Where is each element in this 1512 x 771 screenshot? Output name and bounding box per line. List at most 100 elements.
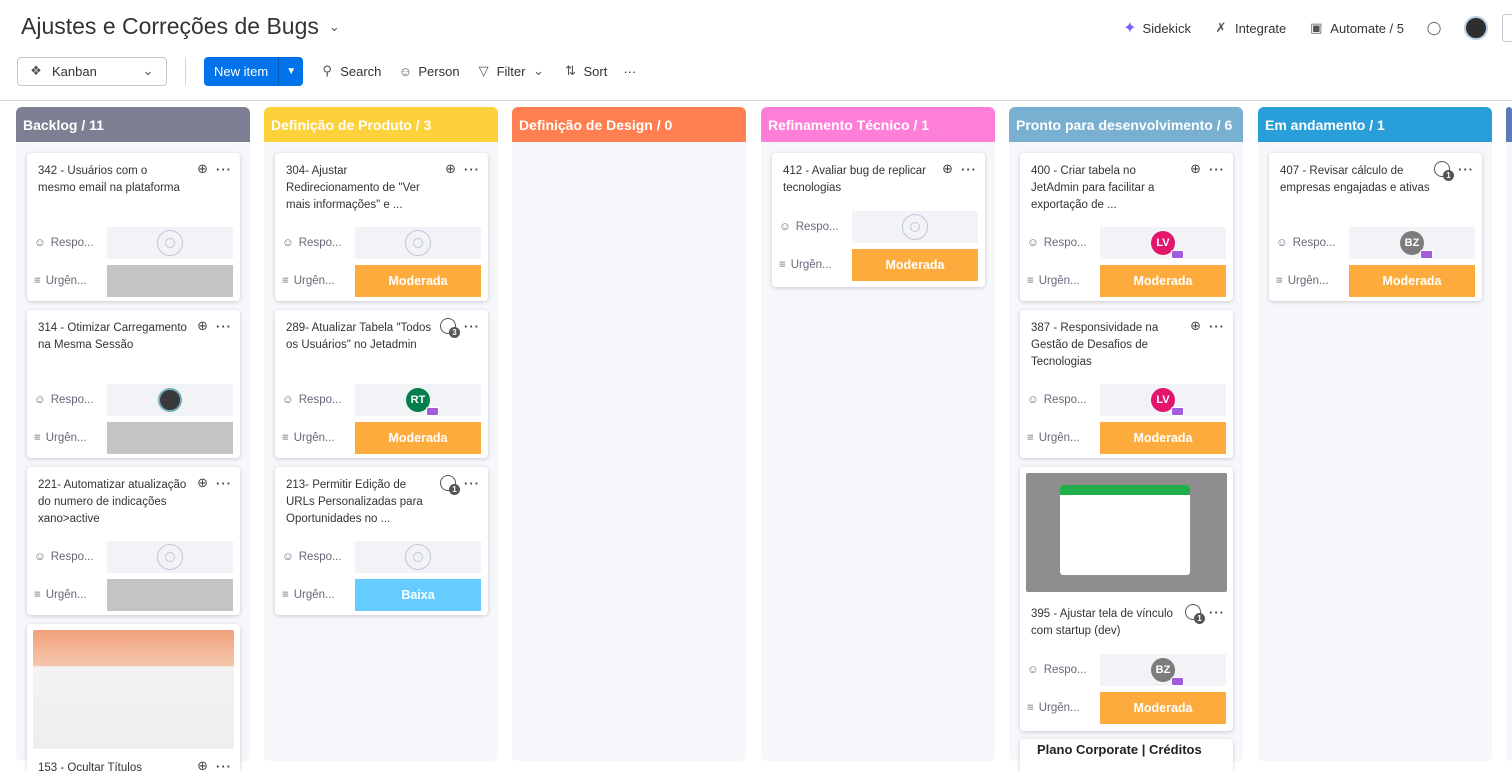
card-title[interactable]: 153 - Ocultar Títulos: [38, 762, 142, 771]
new-item-label[interactable]: New item: [204, 56, 280, 86]
column-header[interactable]: Backlog / 11: [16, 107, 250, 142]
person-filter-button[interactable]: ☺ Person: [397, 64, 460, 79]
column-header[interactable]: Definição de Design / 0: [512, 107, 746, 142]
urgency-cell[interactable]: Moderada: [355, 422, 481, 454]
column-header[interactable]: Pronto para desenvolvimento / 6: [1009, 107, 1243, 142]
card-153[interactable]: 153 - Ocultar Títulos ⊕ ···: [27, 624, 240, 771]
card-title[interactable]: 221- Automatizar atualização do numero d…: [38, 479, 187, 525]
add-update-icon[interactable]: ⊕: [197, 318, 208, 333]
more-icon[interactable]: ···: [216, 318, 232, 334]
automate-button[interactable]: ▣ Automate / 5: [1308, 20, 1404, 36]
comment-icon[interactable]: 3: [440, 318, 460, 338]
card-395[interactable]: 395 - Ajustar tela de vínculo com startu…: [1020, 467, 1233, 731]
card-289[interactable]: 289- Atualizar Tabela "Todos os Usuários…: [275, 310, 488, 458]
more-icon[interactable]: ···: [464, 475, 480, 491]
person-cell[interactable]: [107, 384, 233, 416]
urgency-cell[interactable]: Baixa: [355, 579, 481, 611]
urgency-cell[interactable]: Moderada: [1349, 265, 1475, 297]
card-plano-corporate[interactable]: Plano Corporate | Créditos: [1020, 739, 1233, 771]
card-400[interactable]: 400 - Criar tabela no JetAdmin para faci…: [1020, 153, 1233, 301]
more-icon[interactable]: ···: [216, 475, 232, 491]
card-title[interactable]: 412 - Avaliar bug de replicar tecnologia…: [783, 165, 926, 194]
updates-button[interactable]: ◯: [1426, 20, 1442, 36]
add-update-icon[interactable]: ⊕: [197, 758, 208, 771]
board-title[interactable]: Ajustes e Correções de Bugs ⌄: [21, 13, 340, 40]
urgency-label: ≡ Urgên...: [34, 275, 107, 287]
more-icon[interactable]: ···: [464, 161, 480, 177]
person-icon: ☺: [34, 237, 46, 249]
add-update-icon[interactable]: ⊕: [197, 475, 208, 490]
more-icon[interactable]: ···: [1209, 604, 1225, 620]
comment-icon[interactable]: 1: [440, 475, 460, 495]
card-title[interactable]: 387 - Responsividade na Gestão de Desafi…: [1031, 322, 1159, 368]
more-icon[interactable]: ···: [216, 161, 232, 177]
add-update-icon[interactable]: ⊕: [942, 161, 953, 176]
card-387[interactable]: 387 - Responsividade na Gestão de Desafi…: [1020, 310, 1233, 458]
urgency-cell[interactable]: Moderada: [1100, 422, 1226, 454]
card-407[interactable]: 407 - Revisar cálculo de empresas engaja…: [1269, 153, 1482, 301]
more-options-button[interactable]: ···: [623, 64, 636, 79]
new-item-button[interactable]: New item ▼: [204, 56, 304, 86]
urgency-cell[interactable]: [107, 579, 233, 611]
card-title[interactable]: 342 - Usuários com o mesmo email na plat…: [38, 165, 180, 194]
card-title[interactable]: 314 - Otimizar Carregamento na Mesma Ses…: [38, 322, 187, 351]
more-icon[interactable]: ···: [1458, 161, 1474, 177]
urgency-cell[interactable]: Moderada: [1100, 692, 1226, 724]
column-header[interactable]: Em andamento / 1: [1258, 107, 1492, 142]
person-cell[interactable]: [107, 227, 233, 259]
urgency-cell[interactable]: Moderada: [355, 265, 481, 297]
card-412[interactable]: 412 - Avaliar bug de replicar tecnologia…: [772, 153, 985, 287]
person-cell[interactable]: RT: [355, 384, 481, 416]
person-cell[interactable]: BZ: [1100, 654, 1226, 686]
urgency-cell[interactable]: Moderada: [1100, 265, 1226, 297]
chevron-down-icon[interactable]: ⌄: [328, 18, 340, 34]
person-cell[interactable]: [852, 211, 978, 243]
card-image[interactable]: [33, 630, 234, 749]
card-title[interactable]: 400 - Criar tabela no JetAdmin para faci…: [1031, 165, 1155, 211]
add-update-icon[interactable]: ⊕: [1190, 161, 1201, 176]
card-314[interactable]: 314 - Otimizar Carregamento na Mesma Ses…: [27, 310, 240, 458]
person-cell[interactable]: [355, 227, 481, 259]
card-title[interactable]: 213- Permitir Edição de URLs Personaliza…: [286, 479, 423, 525]
card-304[interactable]: 304- Ajustar Redirecionamento de "Ver ma…: [275, 153, 488, 301]
person-cell[interactable]: LV: [1100, 384, 1226, 416]
card-title[interactable]: 407 - Revisar cálculo de empresas engaja…: [1280, 165, 1430, 194]
column-header[interactable]: Definição de Produto / 3: [264, 107, 498, 142]
add-update-icon[interactable]: ⊕: [445, 161, 456, 176]
more-icon[interactable]: ···: [216, 758, 232, 771]
more-icon[interactable]: ···: [464, 318, 480, 334]
sidekick-button[interactable]: ✦ Sidekick: [1123, 18, 1191, 38]
card-title[interactable]: Plano Corporate | Créditos: [1037, 742, 1202, 757]
integrate-button[interactable]: ✗ Integrate: [1213, 20, 1287, 36]
filter-button[interactable]: ▽ Filter ⌄: [476, 63, 547, 79]
search-button[interactable]: ⚲ Search: [319, 63, 381, 79]
card-342[interactable]: 342 - Usuários com o mesmo email na plat…: [27, 153, 240, 301]
card-title[interactable]: 289- Atualizar Tabela "Todos os Usuários…: [286, 322, 432, 351]
add-update-icon[interactable]: ⊕: [197, 161, 208, 176]
card-title[interactable]: 304- Ajustar Redirecionamento de "Ver ma…: [286, 165, 420, 211]
user-avatar[interactable]: [1464, 16, 1488, 40]
card-221[interactable]: 221- Automatizar atualização do numero d…: [27, 467, 240, 615]
more-icon[interactable]: ···: [961, 161, 977, 177]
person-cell[interactable]: BZ: [1349, 227, 1475, 259]
urgency-cell[interactable]: [107, 265, 233, 297]
column-header[interactable]: Refinamento Técnico / 1: [761, 107, 995, 142]
comment-icon[interactable]: 1: [1185, 604, 1205, 624]
column-header[interactable]: [1506, 107, 1512, 142]
add-update-icon[interactable]: ⊕: [1190, 318, 1201, 333]
person-cell[interactable]: LV: [1100, 227, 1226, 259]
person-cell[interactable]: [107, 541, 233, 573]
view-selector[interactable]: ❖ Kanban ⌄: [17, 56, 167, 86]
invite-button[interactable]: [1502, 14, 1512, 42]
card-213[interactable]: 213- Permitir Edição de URLs Personaliza…: [275, 467, 488, 615]
card-title[interactable]: 395 - Ajustar tela de vínculo com startu…: [1031, 608, 1173, 637]
person-cell[interactable]: [355, 541, 481, 573]
more-icon[interactable]: ···: [1209, 161, 1225, 177]
card-image[interactable]: [1026, 473, 1227, 592]
new-item-dropdown-icon[interactable]: ▼: [286, 65, 297, 77]
more-icon[interactable]: ···: [1209, 318, 1225, 334]
comment-icon[interactable]: 1: [1434, 161, 1454, 181]
urgency-cell[interactable]: [107, 422, 233, 454]
sort-button[interactable]: ⇅ Sort: [562, 63, 607, 79]
urgency-cell[interactable]: Moderada: [852, 249, 978, 281]
